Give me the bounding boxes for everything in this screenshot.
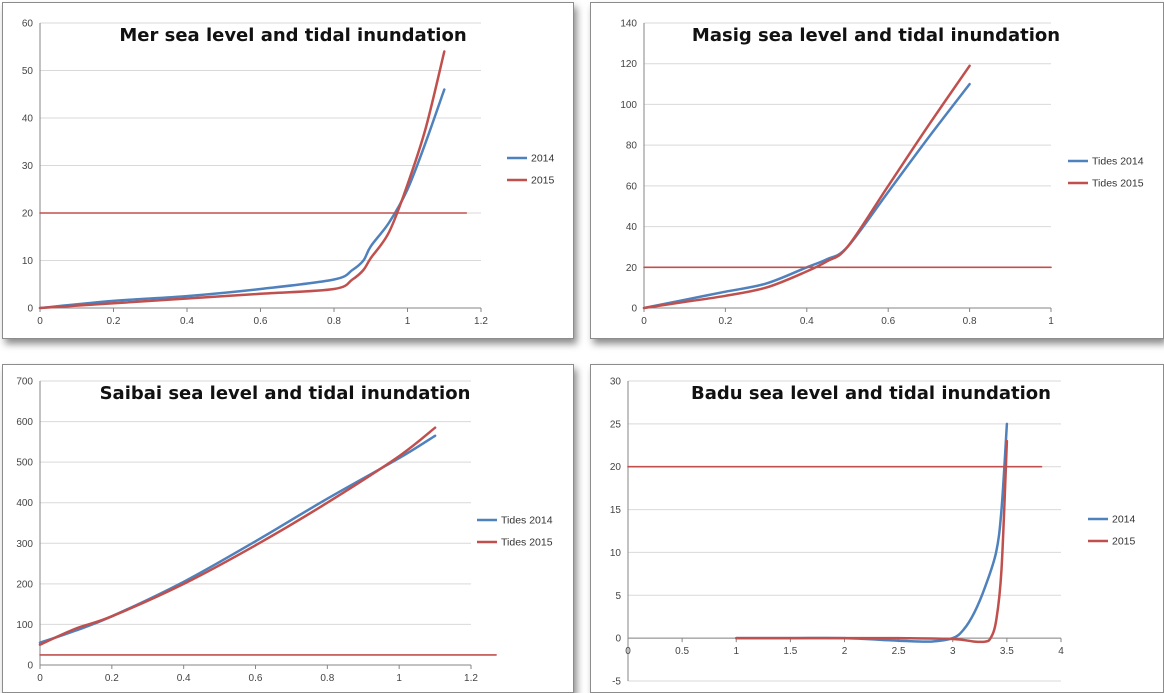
masig-y-tick-label: 60 [626, 181, 638, 192]
badu-x-tick-label: 4 [1058, 646, 1064, 657]
mer-x-tick-label: 0.4 [180, 316, 194, 327]
badu-y-tick-label: 0 [615, 634, 621, 645]
badu-y-tick-label: 30 [610, 377, 622, 388]
masig-x-tick-label: 1 [1048, 316, 1054, 327]
masig-legend-label: Tides 2015 [1092, 178, 1144, 190]
badu-y-tick-label: 15 [610, 505, 622, 516]
masig-x-tick-label: 0.6 [881, 316, 895, 327]
mer-y-tick-label: 60 [22, 19, 34, 30]
badu-x-tick-label: 1 [733, 646, 739, 657]
badu-x-tick-label: 0.5 [675, 646, 689, 657]
mer-legend-label: 2014 [531, 153, 555, 165]
saibai-legend-label: Tides 2015 [501, 537, 553, 549]
badu-chart: -5 0 5 10 15 20 25 30 0 0.5 1 1.5 2 2.5 3 3.5 4 Badu sea … [610, 377, 1136, 688]
saibai-x-tick-label: 0.4 [177, 673, 191, 684]
masig-series-line [642, 82, 971, 310]
mer-y-tick-label: 30 [22, 161, 34, 172]
saibai-y-tick-label: 500 [16, 458, 33, 469]
saibai-y-tick-label: 200 [16, 579, 33, 590]
saibai-y-tick-label: 0 [27, 661, 33, 672]
saibai-x-tick-label: 1.2 [464, 673, 478, 684]
badu-x-tick-label: 3 [950, 646, 956, 657]
masig-chart-title: Masig sea level and tidal inundation [692, 25, 1060, 46]
masig-series-line [642, 64, 971, 310]
saibai-series-line [38, 434, 437, 644]
badu-x-tick-label: 0 [625, 646, 631, 657]
badu-x-tick-label: 3.5 [1000, 646, 1014, 657]
masig-x-tick-label: 0 [641, 316, 647, 327]
saibai-chart: 0 100 200 300 400 500 600 700 0 0.2 0.4 0.6 0.8 1 1.2 S… [16, 377, 553, 685]
masig-x-tick-label: 0.4 [800, 316, 814, 327]
masig-y-tick-label: 0 [631, 304, 637, 315]
badu-x-tick-label: 2 [842, 646, 848, 657]
mer-series-line [38, 88, 446, 310]
badu-y-tick-label: 25 [610, 419, 622, 430]
mer-x-tick-label: 1.2 [474, 316, 488, 327]
badu-legend-label: 2014 [1112, 514, 1136, 526]
badu-y-tick-label: 5 [615, 591, 621, 602]
badu-y-tick-label: -5 [612, 677, 621, 688]
masig-y-tick-label: 120 [620, 59, 637, 70]
masig-y-tick-label: 40 [626, 222, 638, 233]
masig-legend-label: Tides 2014 [1092, 156, 1144, 168]
saibai-x-tick-label: 1 [396, 673, 402, 684]
mer-y-tick-label: 40 [22, 114, 34, 125]
saibai-x-tick-label: 0.8 [320, 673, 334, 684]
saibai-series-line [38, 426, 437, 646]
mer-chart-panel: 0 10 20 30 40 50 60 0 0.2 0.4 0.6 0.8 1 1.2 Mer sea le… [2, 2, 574, 339]
masig-y-tick-label: 140 [620, 19, 637, 30]
badu-x-tick-label: 2.5 [892, 646, 906, 657]
mer-y-tick-label: 10 [22, 256, 34, 267]
mer-chart: 0 10 20 30 40 50 60 0 0.2 0.4 0.6 0.8 1 1.2 Mer sea le… [22, 19, 555, 328]
mer-legend-label: 2015 [531, 175, 555, 187]
badu-y-tick-label: 10 [610, 548, 622, 559]
badu-y-tick-label: 20 [610, 462, 622, 473]
badu-legend-label: 2015 [1112, 536, 1136, 548]
mer-x-tick-label: 0.2 [107, 316, 121, 327]
masig-y-tick-label: 100 [620, 100, 637, 111]
masig-y-tick-label: 80 [626, 141, 638, 152]
mer-x-tick-label: 0.8 [327, 316, 341, 327]
saibai-y-tick-label: 300 [16, 539, 33, 550]
mer-y-tick-label: 20 [22, 209, 34, 220]
mer-x-tick-label: 0 [37, 316, 43, 327]
mer-series-line [38, 50, 446, 310]
mer-y-tick-label: 50 [22, 66, 34, 77]
saibai-x-tick-label: 0 [37, 673, 43, 684]
mer-y-tick-label: 0 [27, 304, 33, 315]
saibai-y-tick-label: 400 [16, 498, 33, 509]
saibai-y-tick-label: 600 [16, 417, 33, 428]
saibai-x-tick-label: 0.6 [249, 673, 263, 684]
saibai-chart-title: Saibai sea level and tidal inundation [100, 383, 471, 404]
masig-x-tick-label: 0.2 [718, 316, 732, 327]
badu-series-line [735, 422, 1009, 643]
badu-series-line [735, 439, 1009, 644]
mer-chart-title: Mer sea level and tidal inundation [119, 25, 466, 46]
saibai-legend-label: Tides 2014 [501, 515, 553, 527]
badu-x-tick-label: 1.5 [783, 646, 797, 657]
masig-chart: 0 20 40 60 80 100 120 140 0 0.2 0.4 0.6 0.8 1 Masig se… [620, 19, 1144, 328]
saibai-x-tick-label: 0.2 [105, 673, 119, 684]
masig-x-tick-label: 0.8 [963, 316, 977, 327]
mer-x-tick-label: 1 [405, 316, 411, 327]
saibai-y-tick-label: 100 [16, 620, 33, 631]
masig-chart-panel: 0 20 40 60 80 100 120 140 0 0.2 0.4 0.6 0.8 1 Masig se… [590, 2, 1164, 339]
badu-chart-title: Badu sea level and tidal inundation [691, 383, 1051, 404]
saibai-chart-panel: 0 100 200 300 400 500 600 700 0 0.2 0.4 0.6 0.8 1 1.2 S… [2, 364, 574, 693]
masig-y-tick-label: 20 [626, 263, 638, 274]
saibai-y-tick-label: 700 [16, 377, 33, 388]
badu-chart-panel: -5 0 5 10 15 20 25 30 0 0.5 1 1.5 2 2.5 3 3.5 4 Badu sea … [590, 364, 1164, 693]
mer-x-tick-label: 0.6 [254, 316, 268, 327]
